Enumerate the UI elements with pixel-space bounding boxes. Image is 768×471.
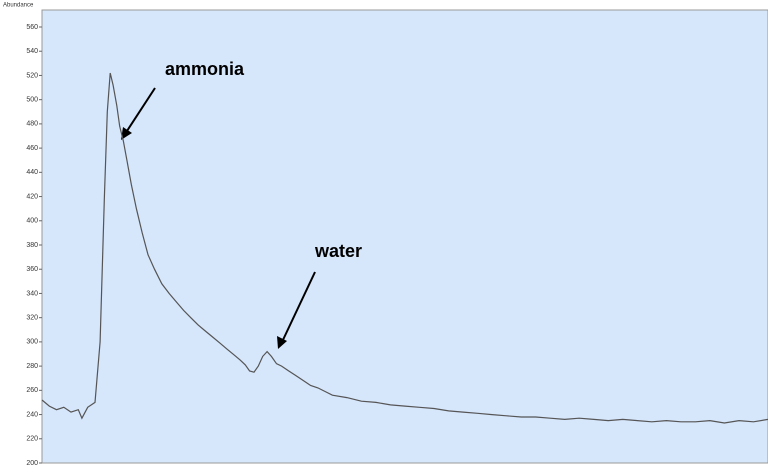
y-tick-label: 240 xyxy=(26,411,38,418)
y-tick-label: 480 xyxy=(26,121,38,128)
annotation: ammonia xyxy=(165,59,245,79)
y-tick-label: 320 xyxy=(26,315,38,322)
y-tick-label: 300 xyxy=(26,339,38,346)
plot-area xyxy=(41,9,768,464)
y-tick-label: 500 xyxy=(26,97,38,104)
y-tick-label: 260 xyxy=(26,387,38,394)
arrow-head xyxy=(121,127,132,140)
annotation: water xyxy=(314,241,362,261)
y-tick-label: 560 xyxy=(26,24,38,31)
y-tick-label: 520 xyxy=(26,72,38,79)
y-tick-label: 380 xyxy=(26,242,38,249)
arrow xyxy=(281,271,316,343)
y-tick-label: 420 xyxy=(26,193,38,200)
y-axis-label: Abundance xyxy=(3,3,34,9)
arrow-head xyxy=(277,336,287,349)
y-tick-label: 540 xyxy=(26,48,38,55)
y-tick-label: 220 xyxy=(26,436,38,443)
y-tick-label: 360 xyxy=(26,266,38,273)
y-tick-label: 200 xyxy=(26,460,38,467)
y-tick-label: 340 xyxy=(26,290,38,297)
y-tick-label: 440 xyxy=(26,169,38,176)
y-tick-label: 460 xyxy=(26,145,38,152)
y-tick-label: 280 xyxy=(26,363,38,370)
arrow xyxy=(124,87,156,135)
y-tick-label: 400 xyxy=(26,218,38,225)
line xyxy=(41,72,768,424)
